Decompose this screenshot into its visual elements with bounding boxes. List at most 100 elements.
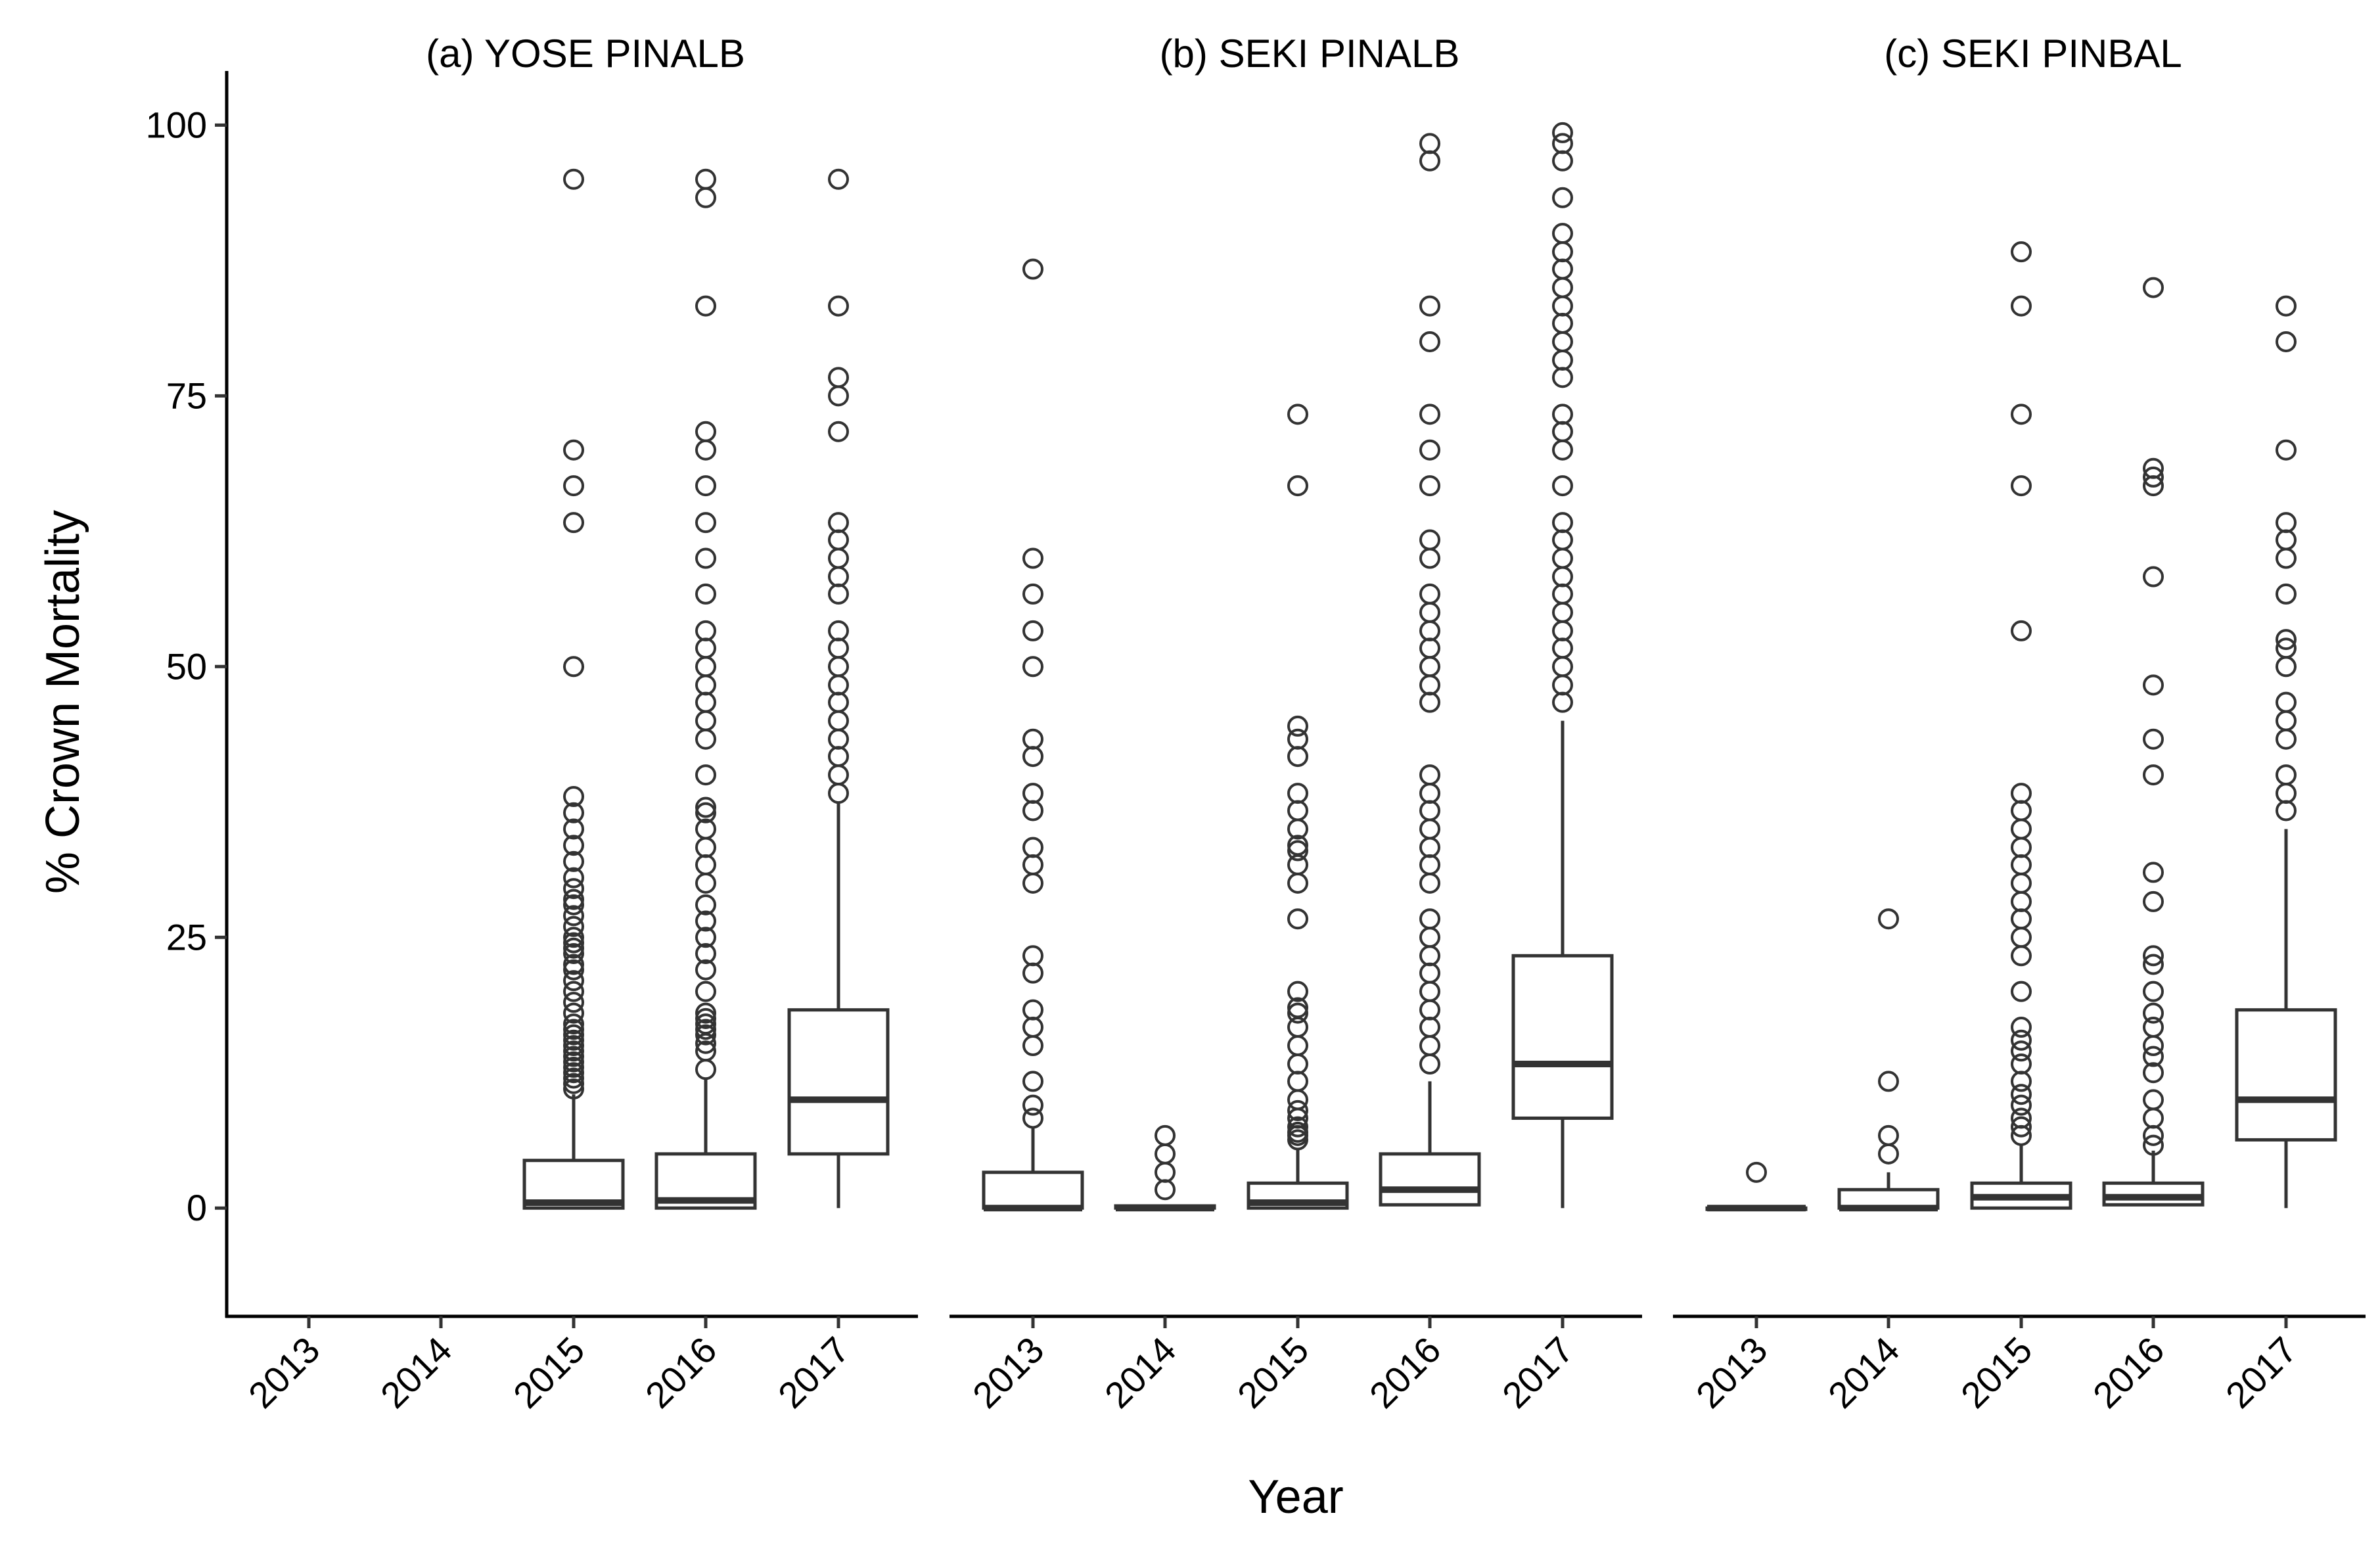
outlier-point <box>1022 547 1043 569</box>
outlier-point <box>695 1040 716 1062</box>
outlier-point <box>1419 962 1440 984</box>
outlier-point <box>563 1062 584 1084</box>
outlier-point <box>563 786 584 808</box>
box-plot <box>1705 1161 1808 1212</box>
facet-title: (a) YOSE PINALB <box>426 32 745 76</box>
x-tick-label: 2015 <box>1229 1329 1317 1416</box>
outlier-point <box>2143 1046 2164 1067</box>
outlier-point <box>1419 637 1440 659</box>
outlier-point <box>2276 764 2297 786</box>
outlier-point <box>2011 837 2032 858</box>
outlier-point <box>1552 295 1573 317</box>
box-plot <box>1114 1124 1216 1212</box>
outlier-point <box>1552 312 1573 334</box>
outlier-point <box>1552 223 1573 244</box>
outlier-point <box>2143 1089 2164 1111</box>
x-tick-label: 2017 <box>2218 1329 2305 1416</box>
outlier-point <box>2011 783 2032 804</box>
outlier-point <box>695 927 716 948</box>
outlier-point <box>1552 547 1573 569</box>
box-iqr <box>787 1008 890 1156</box>
outlier-point <box>563 915 584 937</box>
outlier-point <box>1419 691 1440 713</box>
outlier-point <box>1022 746 1043 768</box>
outlier-point <box>828 783 849 804</box>
outlier-point <box>1878 908 1899 930</box>
outlier-point <box>1552 620 1573 641</box>
x-tick-label: 2013 <box>1688 1329 1775 1416</box>
outlier-point <box>1287 1116 1308 1138</box>
outlier-point <box>1552 404 1573 425</box>
outlier-point <box>1287 840 1308 862</box>
outlier-point <box>1746 1161 1767 1183</box>
outlier-point <box>2011 295 2032 317</box>
outlier-point <box>2011 981 2032 1002</box>
outlier-point <box>695 547 716 569</box>
outlier-point <box>695 872 716 894</box>
outlier-point <box>2011 927 2032 948</box>
outlier-point <box>1287 1089 1308 1111</box>
outlier-point <box>2011 854 2032 875</box>
outlier-point <box>2011 1094 2032 1116</box>
outlier-point <box>563 1057 584 1078</box>
x-tick-label: 2014 <box>1097 1329 1184 1416</box>
outlier-point <box>2143 457 2164 479</box>
outlier-point <box>1419 547 1440 569</box>
outlier-point <box>1552 512 1573 534</box>
outlier-point <box>2276 583 2297 605</box>
outlier-point <box>828 529 849 551</box>
facet-panel: (b) SEKI PINALB 2013 2014 2015 2016 2017 <box>950 32 1642 1416</box>
outlier-point <box>563 439 584 461</box>
x-tick-label: 2014 <box>373 1329 460 1416</box>
y-tick-label: 25 <box>166 916 207 958</box>
y-tick-label: 0 <box>187 1187 207 1228</box>
outlier-point <box>1287 1035 1308 1057</box>
outlier-point <box>695 797 716 818</box>
outlier-point <box>828 674 849 696</box>
box-iqr <box>1379 1152 1481 1207</box>
outlier-point <box>2011 1017 2032 1038</box>
outlier-point <box>1287 783 1308 804</box>
box-plot <box>2235 295 2337 1209</box>
x-tick-label: 2015 <box>1953 1329 2040 1416</box>
box-plot <box>1837 908 1940 1212</box>
outlier-point <box>563 656 584 678</box>
outlier-point <box>1022 1071 1043 1092</box>
outlier-point <box>1419 1017 1440 1038</box>
outlier-point <box>695 818 716 840</box>
outlier-point <box>563 959 584 981</box>
outlier-point <box>2276 529 2297 551</box>
outlier-point <box>2143 674 2164 696</box>
outlier-point <box>563 992 584 1013</box>
outlier-point <box>563 981 584 1002</box>
outlier-point <box>1552 421 1573 442</box>
y-axis-title: % Crown Mortality <box>37 510 89 894</box>
outlier-point <box>1419 656 1440 678</box>
outlier-point <box>2143 1134 2164 1156</box>
box-iqr <box>982 1170 1084 1210</box>
outlier-point <box>1287 715 1308 737</box>
x-tick-label: 2013 <box>965 1329 1052 1416</box>
outlier-point <box>828 168 849 190</box>
outlier-point <box>2143 1017 2164 1038</box>
outlier-point <box>563 1078 584 1099</box>
outlier-point <box>563 878 584 900</box>
outlier-point <box>2276 547 2297 569</box>
outlier-point <box>1022 800 1043 821</box>
outlier-point <box>1419 1035 1440 1057</box>
outlier-point <box>828 637 849 659</box>
outlier-point <box>1419 837 1440 858</box>
outlier-point <box>1552 529 1573 551</box>
outlier-point <box>563 1051 584 1073</box>
outlier-point <box>563 894 584 915</box>
outlier-point <box>828 512 849 534</box>
facet-title: (c) SEKI PINBAL <box>1884 32 2182 76</box>
outlier-point <box>2011 241 2032 263</box>
outlier-point <box>1419 674 1440 696</box>
outlier-point <box>828 385 849 407</box>
outlier-point <box>1022 258 1043 280</box>
outlier-point <box>2143 466 2164 488</box>
outlier-point <box>1552 367 1573 388</box>
y-tick-label: 75 <box>166 375 207 416</box>
outlier-point <box>2011 945 2032 967</box>
